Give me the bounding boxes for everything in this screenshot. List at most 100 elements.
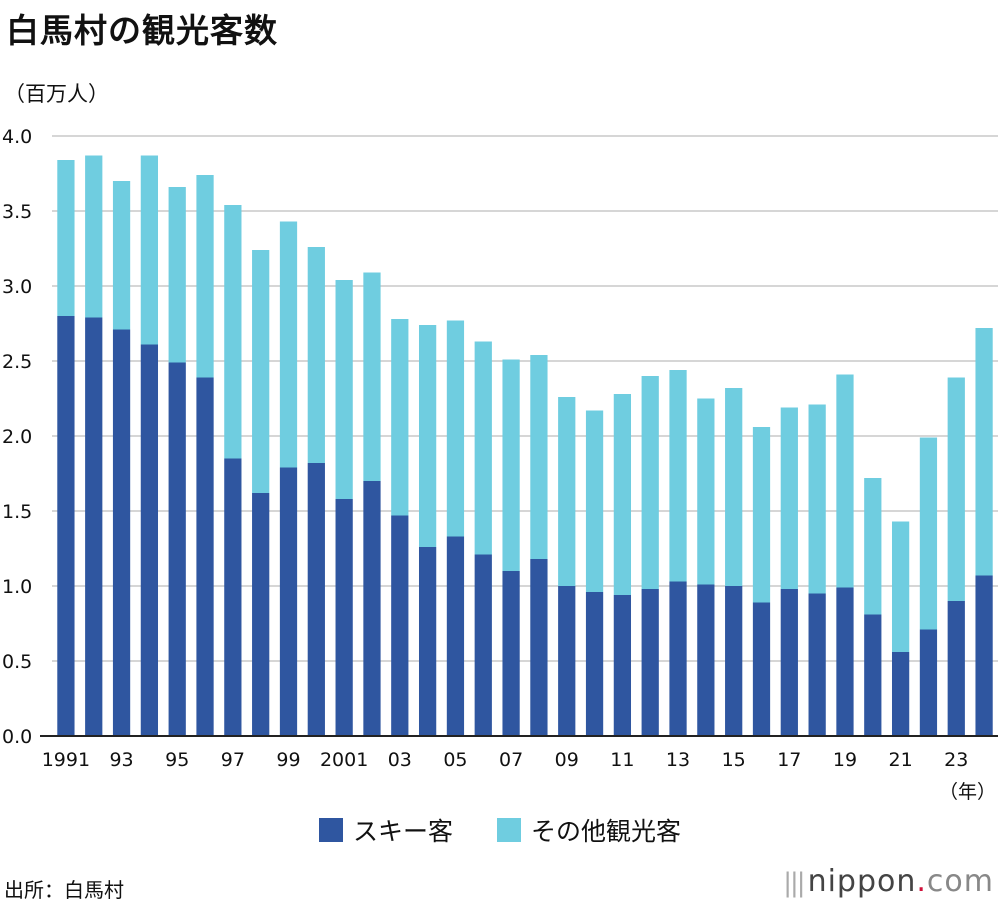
- bar-ski: [140, 344, 159, 736]
- brand-name: nippon: [807, 864, 917, 899]
- bar-other: [418, 325, 437, 547]
- y-tick-label: 4.0: [2, 126, 32, 148]
- bar-ski: [196, 377, 214, 736]
- bar-other: [279, 221, 298, 468]
- bar-other: [112, 181, 131, 330]
- y-tick-label: 1.5: [2, 501, 32, 523]
- legend-label-ski: スキー客: [352, 817, 453, 846]
- x-tick-label: 15: [722, 749, 746, 771]
- bar-ski: [641, 589, 659, 736]
- bar-other: [168, 187, 186, 363]
- bar-other: [57, 160, 75, 316]
- bar-other: [919, 437, 938, 630]
- bar-other: [502, 359, 520, 571]
- brand-tld: com: [926, 864, 994, 899]
- bar-ski: [808, 593, 826, 736]
- bar-other: [975, 328, 993, 576]
- legend-item-other: その他観光客: [497, 812, 681, 848]
- brand-mark-icon: |||: [783, 868, 805, 898]
- bar-ski: [725, 586, 743, 736]
- bar-other: [474, 341, 492, 555]
- y-tick-label: 3.5: [2, 201, 32, 223]
- bar-ski: [752, 602, 771, 736]
- bar-ski: [864, 614, 882, 736]
- brand-dot: .: [916, 864, 927, 899]
- x-tick-label: 09: [555, 749, 579, 771]
- y-tick-label: 2.5: [2, 351, 32, 373]
- bar-other: [252, 250, 270, 493]
- bar-other: [836, 374, 854, 588]
- bar-other: [85, 155, 103, 318]
- bar-ski: [279, 467, 298, 736]
- bar-ski: [335, 499, 353, 736]
- brand-logo: ||| nippon.com: [783, 864, 994, 899]
- bar-ski: [112, 329, 131, 736]
- x-tick-label: 05: [443, 749, 467, 771]
- bar-ski: [836, 587, 854, 736]
- bar-ski: [919, 629, 938, 736]
- bar-other: [864, 478, 882, 615]
- bar-ski: [530, 559, 548, 736]
- legend-swatch-other: [497, 818, 521, 842]
- y-unit-label: （百万人）: [4, 82, 109, 106]
- bar-ski: [224, 458, 242, 736]
- bar-ski: [585, 592, 604, 736]
- bar-ski: [418, 547, 437, 736]
- bar-other: [669, 370, 687, 582]
- bar-ski: [891, 652, 910, 736]
- bar-other: [752, 427, 771, 603]
- bar-other: [697, 398, 715, 585]
- y-tick-label: 2.0: [2, 426, 32, 448]
- bar-ski: [446, 536, 465, 736]
- bar-other: [196, 175, 214, 378]
- bar-other: [641, 376, 659, 589]
- bar-other: [530, 355, 548, 559]
- x-axis-unit-label: （年）: [939, 781, 996, 803]
- x-tick-label: 07: [499, 749, 523, 771]
- x-tick-label: 19: [833, 749, 857, 771]
- y-tick-label: 0.5: [2, 651, 32, 673]
- bar-ski: [558, 586, 576, 736]
- bar-other: [725, 388, 743, 586]
- bar-other: [558, 397, 576, 586]
- stacked-bar-chart: 0.0 0.5 1.0 1.5 2.0 2.5 3.0 3.5 4.0 1991 93 95 97 99 2…: [2, 126, 998, 803]
- x-tick-label: 11: [610, 749, 634, 771]
- bar-other: [613, 394, 632, 595]
- bar-ski: [57, 316, 75, 736]
- x-tick-label: 99: [276, 749, 300, 771]
- legend-label-other: その他観光客: [531, 817, 682, 846]
- bar-ski: [363, 481, 381, 736]
- bar-ski: [85, 317, 103, 736]
- bar-ski: [697, 584, 715, 736]
- y-tick-label: 1.0: [2, 576, 32, 598]
- x-tick-label: 1991: [42, 749, 90, 771]
- x-tick-label: 03: [388, 749, 412, 771]
- bar-other: [446, 320, 465, 537]
- source-note: 出所：白馬村: [4, 878, 124, 902]
- bar-other: [585, 410, 604, 592]
- bar-other: [224, 205, 242, 459]
- x-tick-label: 13: [666, 749, 690, 771]
- legend: スキー客 その他観光客: [0, 812, 1000, 848]
- x-tick-label: 23: [944, 749, 968, 771]
- bar-other: [335, 280, 353, 499]
- bar-ski: [391, 515, 409, 736]
- bar-ski: [252, 493, 270, 736]
- x-tick-label: 2001: [320, 749, 368, 771]
- bar-other: [307, 247, 325, 463]
- x-tick-label: 21: [889, 749, 913, 771]
- bar-ski: [307, 463, 325, 736]
- bar-ski: [168, 362, 186, 736]
- bar-other: [363, 272, 381, 481]
- bar-ski: [613, 595, 632, 736]
- x-tick-label: 17: [777, 749, 801, 771]
- legend-item-ski: スキー客: [318, 812, 453, 848]
- bar-ski: [474, 554, 492, 736]
- bar-other: [140, 155, 159, 345]
- x-tick-label: 93: [109, 749, 133, 771]
- bar-ski: [780, 589, 798, 736]
- bar-other: [947, 377, 965, 601]
- bar-ski: [975, 575, 993, 736]
- legend-swatch-ski: [318, 818, 343, 842]
- x-tick-label: 95: [165, 749, 189, 771]
